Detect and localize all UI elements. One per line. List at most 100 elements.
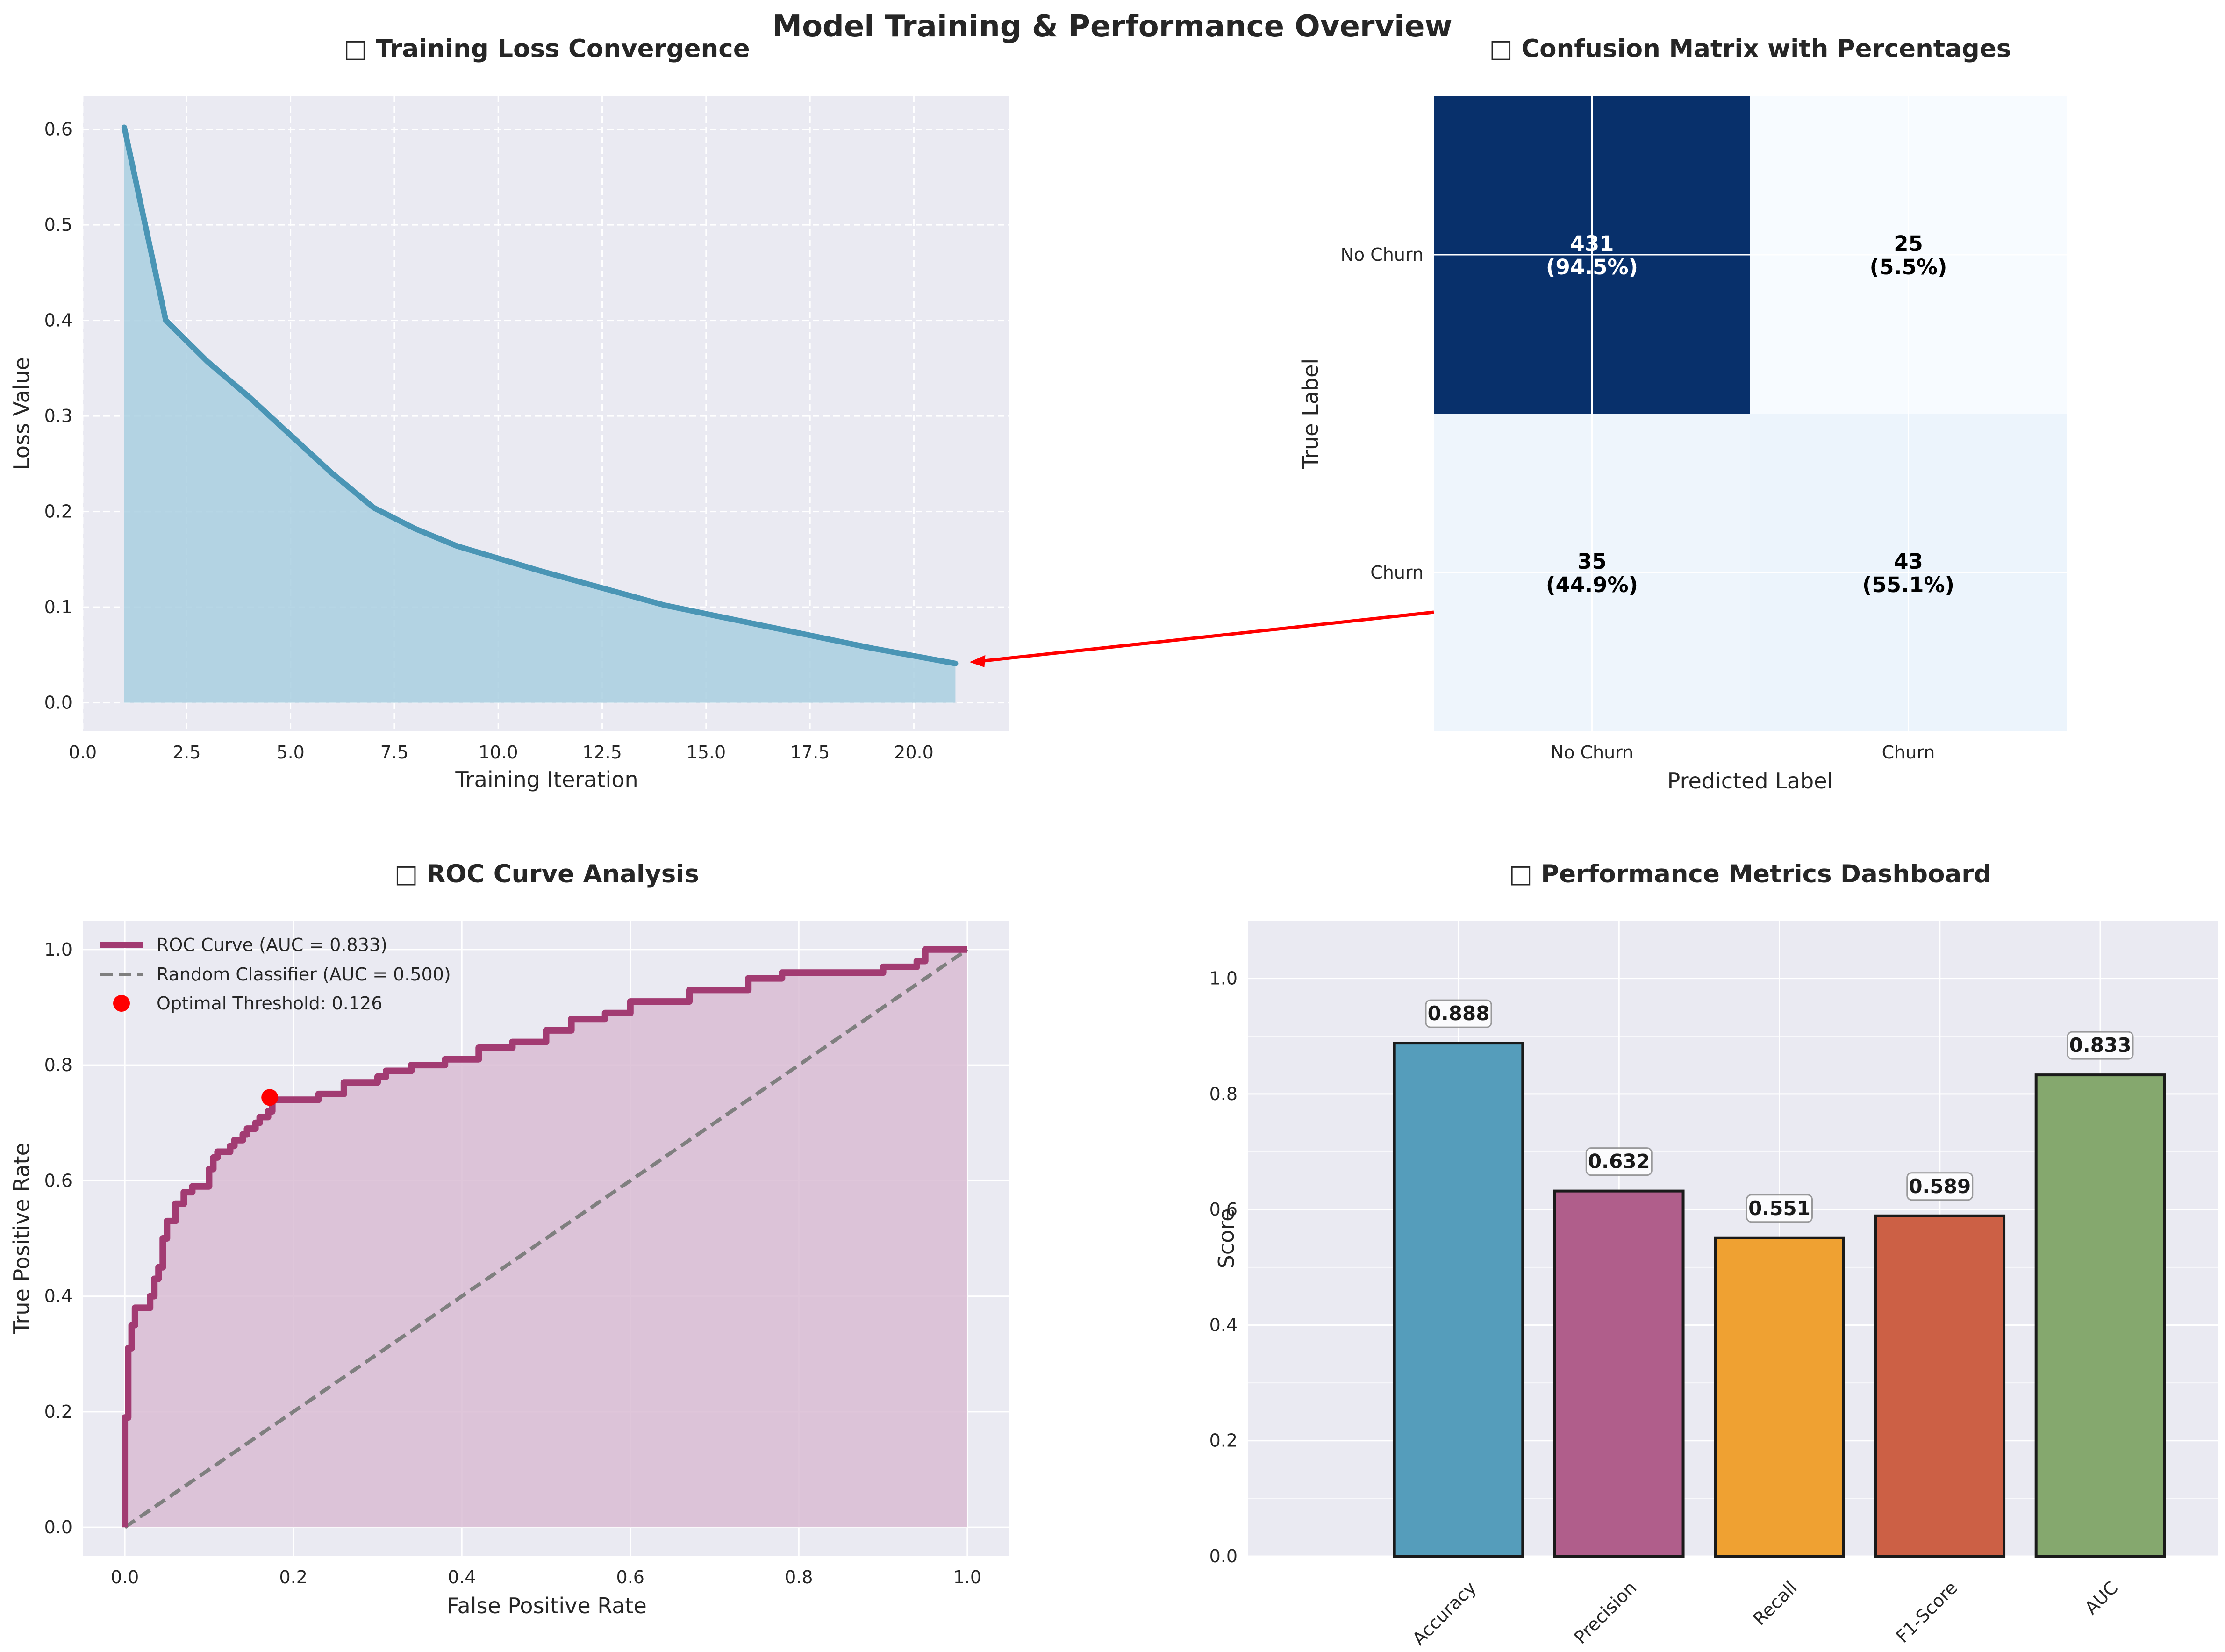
- loss-x-tick-label: 0.0: [69, 742, 97, 763]
- random-classifier-line: [123, 948, 969, 1529]
- loss-y-ticks: 0.0 0.1 0.2 0.3 0.4 0.5 0.6: [44, 119, 72, 713]
- loss-y-tick-label: 0.1: [44, 597, 72, 617]
- loss-area-fill: [124, 127, 956, 703]
- confusion-cell-percent: (5.5%): [1870, 255, 1947, 279]
- loss-y-tick-label: 0.0: [44, 693, 72, 713]
- metrics-y-tick-label: 0.2: [1209, 1430, 1238, 1451]
- roc-x-ticks: 0.0 0.2 0.4 0.6 0.8 1.0: [111, 1567, 981, 1588]
- loss-x-tick-label: 10.0: [479, 742, 518, 763]
- metrics-x-ticks: Accuracy Precision Recall F1-Score AUC: [1409, 1577, 2122, 1649]
- confusion-row-label: Churn: [1370, 562, 1424, 583]
- metric-value-label-box: [1906, 1172, 1974, 1201]
- confusion-matrix-grid: [1434, 96, 2067, 731]
- roc-y-tick-label: 0.8: [44, 1055, 72, 1075]
- loss-x-tick-label: 15.0: [687, 742, 726, 763]
- loss-x-tick-label: 2.5: [172, 742, 200, 763]
- metric-value-label-box: [2067, 1031, 2134, 1060]
- loss-y-tick-label: 0.2: [44, 501, 72, 522]
- metric-bar: [1714, 1236, 1845, 1558]
- roc-title: □ ROC Curve Analysis: [394, 860, 699, 888]
- metrics-y-tick-label: 0.8: [1209, 1084, 1238, 1104]
- metric-value-label: 0.632: [1588, 1150, 1650, 1173]
- metric-value-label: 0.833: [2069, 1034, 2132, 1057]
- optimal-threshold-marker: [261, 1089, 279, 1106]
- confusion-matrix-ticks: No Churn No Churn Churn Churn: [1341, 244, 1935, 763]
- missing-glyph-icon: □: [1489, 35, 1522, 63]
- metric-category-label: Precision: [1570, 1577, 1641, 1648]
- annotation-arrow: [980, 610, 1434, 663]
- metrics-y-tick-label: 0.0: [1209, 1546, 1238, 1566]
- confusion-matrix-title-text: Confusion Matrix with Percentages: [1521, 35, 2011, 63]
- roc-x-tick-label: 0.8: [785, 1567, 813, 1588]
- metric-bar: [1553, 1189, 1685, 1558]
- roc-legend: ROC Curve (AUC = 0.833) Random Classifie…: [100, 935, 451, 1014]
- confusion-matrix-title: □ Confusion Matrix with Percentages: [1489, 35, 2011, 63]
- roc-x-tick-label: 1.0: [953, 1567, 981, 1588]
- metrics-title: □ Performance Metrics Dashboard: [1509, 860, 1992, 888]
- confusion-cell-count: 35: [1577, 549, 1607, 574]
- confusion-row-label: No Churn: [1341, 244, 1424, 265]
- loss-x-tick-label: 5.0: [276, 742, 304, 763]
- legend-optimal-label: Optimal Threshold: 0.126: [157, 993, 382, 1014]
- training-loss-panel: 0.0 2.5 5.0 7.5 10.0 12.5 15.0 17.5 20.0 0.00.10…: [9, 35, 1009, 792]
- metric-category-label: Accuracy: [1409, 1577, 1481, 1649]
- metrics-ylabel: Score: [1214, 1209, 1239, 1269]
- confusion-matrix-panel: 431(94.5%) 25(5.5%) 35(44.9%) 43(55.1%) No …: [969, 35, 2067, 794]
- figure-title: Model Training & Performance Overview: [772, 9, 1452, 44]
- loss-title: □ Training Loss Convergence: [343, 35, 750, 63]
- roc-y-tick-label: 0.2: [44, 1402, 72, 1422]
- metric-bar: [1393, 1042, 1524, 1558]
- roc-x-tick-label: 0.0: [111, 1567, 139, 1588]
- legend-optimal-swatch: [113, 995, 130, 1012]
- roc-curve-line: [122, 946, 967, 1528]
- confusion-matrix-cells: [1434, 96, 2067, 731]
- confusion-matrix-xlabel: Predicted Label: [1667, 768, 1833, 794]
- loss-y-tick-label: 0.5: [44, 215, 72, 235]
- legend-roc-label: ROC Curve (AUC = 0.833): [157, 935, 387, 955]
- roc-y-tick-label: 0.6: [44, 1170, 72, 1191]
- metrics-y-tick-label: 0.4: [1209, 1315, 1238, 1335]
- loss-line: [121, 124, 959, 666]
- metric-value-label-box: [1585, 1147, 1653, 1176]
- metrics-y-tick-label: 1.0: [1209, 968, 1238, 989]
- loss-ylabel: Loss Value: [9, 357, 34, 470]
- loss-xlabel: Training Iteration: [455, 767, 638, 792]
- confusion-matrix-ylabel: True Label: [1298, 358, 1323, 469]
- roc-panel: 0.0 0.2 0.4 0.6 0.8 1.0 0.0 0.2 0.4 0.6 0.8 1.0 RO…: [9, 860, 1009, 1618]
- roc-y-tick-label: 1.0: [44, 939, 72, 960]
- loss-x-tick-label: 17.5: [790, 742, 830, 763]
- metric-bar: [1874, 1214, 2006, 1558]
- loss-y-tick-label: 0.6: [44, 119, 72, 140]
- confusion-cell-count: 431: [1570, 231, 1614, 256]
- roc-xlabel: False Positive Rate: [447, 1593, 647, 1618]
- loss-y-tick-label: 0.4: [44, 310, 72, 331]
- roc-title-text: ROC Curve Analysis: [427, 860, 699, 888]
- loss-x-tick-label: 7.5: [380, 742, 408, 763]
- metrics-y-ticks: 0.0 0.2 0.4 0.6 0.8 1.0: [1209, 968, 1238, 1566]
- missing-glyph-icon: □: [394, 860, 427, 888]
- metric-value-label: 0.888: [1428, 1002, 1490, 1025]
- roc-x-tick-label: 0.4: [448, 1567, 476, 1588]
- metrics-y-tick-label: 0.6: [1209, 1199, 1238, 1220]
- metric-value-label: 0.589: [1909, 1175, 1971, 1198]
- confusion-col-label: No Churn: [1551, 742, 1634, 763]
- metric-value-label-box: [1746, 1194, 1813, 1223]
- loss-title-text: Training Loss Convergence: [376, 35, 750, 63]
- legend-random-label: Random Classifier (AUC = 0.500): [157, 964, 451, 985]
- loss-x-tick-label: 20.0: [894, 742, 934, 763]
- loss-y-tick-label: 0.3: [44, 406, 72, 426]
- metrics-title-text: Performance Metrics Dashboard: [1541, 860, 1991, 888]
- confusion-cell-percent: (94.5%): [1546, 255, 1638, 279]
- missing-glyph-icon: □: [343, 35, 376, 63]
- metric-category-label: Recall: [1749, 1577, 1801, 1629]
- loss-x-tick-label: 12.5: [582, 742, 622, 763]
- confusion-cell-percent: (44.9%): [1546, 572, 1638, 597]
- roc-y-tick-label: 0.4: [44, 1286, 72, 1307]
- roc-y-ticks: 0.0 0.2 0.4 0.6 0.8 1.0: [44, 939, 72, 1538]
- confusion-col-label: Churn: [1882, 742, 1935, 763]
- metric-value-label: 0.551: [1748, 1197, 1810, 1220]
- confusion-cell-count: 43: [1894, 549, 1923, 574]
- roc-y-tick-label: 0.0: [44, 1517, 72, 1538]
